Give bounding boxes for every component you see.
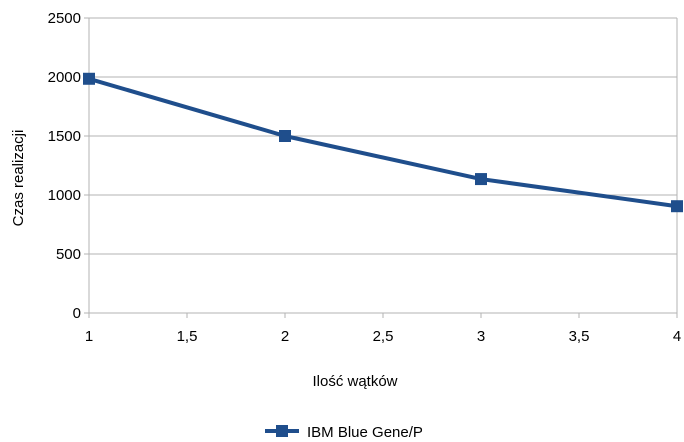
y-axis-title: Czas realizacji [10, 130, 27, 227]
y-tick-label: 2000 [48, 69, 81, 86]
data-point [475, 173, 487, 186]
x-tick-label: 2,5 [373, 328, 394, 345]
x-tick-label: 2 [281, 328, 289, 345]
axes [88, 18, 678, 313]
legend-label: IBM Blue Gene/P [307, 424, 423, 441]
data-point [83, 72, 95, 85]
y-tick-label: 0 [73, 305, 81, 322]
data-point [671, 200, 683, 213]
x-tick-label: 1 [85, 328, 93, 345]
legend-marker [276, 425, 288, 437]
legend: IBM Blue Gene/P [265, 424, 423, 441]
x-tick-label: 3,5 [569, 328, 590, 345]
x-tick-label: 4 [673, 328, 681, 345]
y-axis-ticks: 0 500 1000 1500 2000 2500 [48, 10, 89, 322]
x-tick-label: 1,5 [177, 328, 198, 345]
x-tick-label: 3 [477, 328, 485, 345]
series-line-0 [88, 76, 678, 209]
y-tick-label: 1500 [48, 128, 81, 145]
y-tick-label: 2500 [48, 10, 81, 27]
y-tick-label: 1000 [48, 187, 81, 204]
grid-lines [89, 17, 677, 314]
x-axis-ticks: 1 1,5 2 2,5 3 3,5 4 [85, 313, 681, 345]
data-point [279, 130, 291, 142]
series-layer [83, 72, 683, 213]
x-axis-title: Ilość wątków [312, 373, 397, 390]
y-tick-label: 500 [56, 246, 81, 263]
